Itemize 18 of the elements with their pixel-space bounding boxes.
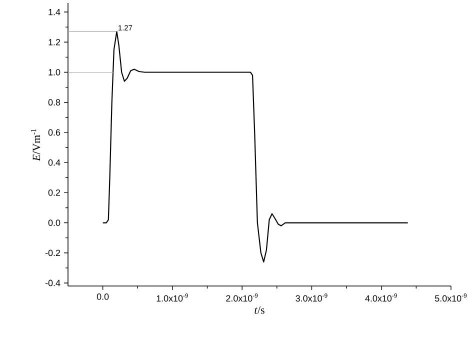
y-tick-label: 0.6 bbox=[48, 129, 60, 136]
y-tick-label: -0.4 bbox=[45, 280, 60, 286]
x-tick-label: 1.0x10$^{-9}$ bbox=[156, 294, 188, 302]
y-tick-label: 0.8 bbox=[48, 99, 60, 106]
x-tick-label: 5.0x10$^{-9}$ bbox=[434, 294, 467, 302]
y-tick-label: 0.4 bbox=[48, 159, 60, 166]
y-tick-label: 1.4 bbox=[48, 8, 60, 16]
y-tick-label: 0.2 bbox=[48, 189, 60, 196]
x-axis-title: t/s bbox=[254, 306, 264, 314]
x-tick-label: 3.0x10$^{-9}$ bbox=[296, 294, 328, 302]
y-axis-title: E/Vm$^{-1}$ bbox=[31, 128, 40, 162]
y-tick-label: -0.2 bbox=[45, 250, 60, 256]
y-tick-label: 0.0 bbox=[48, 220, 60, 226]
x-tick-label: 2.0x10$^{-9}$ bbox=[226, 294, 258, 302]
x-tick-label: 0.0 bbox=[96, 294, 109, 300]
y-tick-label: 1.0 bbox=[48, 69, 60, 76]
x-tick-label: 4.0x10$^{-9}$ bbox=[365, 294, 397, 302]
y-tick-label: 1.2 bbox=[48, 39, 60, 46]
